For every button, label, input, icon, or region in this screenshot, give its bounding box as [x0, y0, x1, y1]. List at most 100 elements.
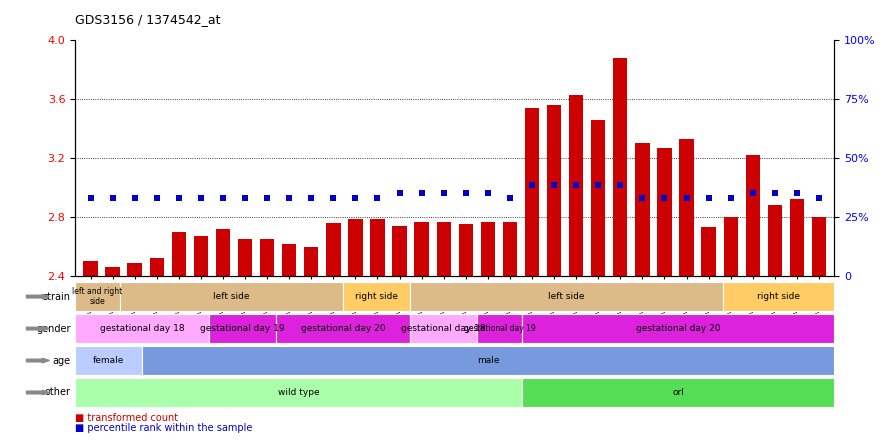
Bar — [789, 199, 804, 276]
Bar — [120, 282, 343, 311]
Point — [502, 194, 517, 202]
Bar — [193, 236, 208, 276]
Bar — [370, 218, 385, 276]
Point — [745, 190, 759, 197]
Point — [370, 194, 384, 202]
Text: strain: strain — [42, 292, 71, 301]
Text: left and right
side: left and right side — [72, 287, 123, 306]
Bar — [75, 346, 142, 375]
Point — [238, 194, 252, 202]
Bar — [105, 267, 120, 276]
Point — [193, 194, 208, 202]
Text: female: female — [93, 356, 125, 365]
Bar — [547, 105, 562, 276]
Point — [392, 190, 406, 197]
Bar — [348, 218, 363, 276]
Text: gestational day 19: gestational day 19 — [200, 324, 285, 333]
Point — [260, 194, 274, 202]
Text: gestational day 18: gestational day 18 — [401, 324, 486, 333]
Bar — [392, 226, 407, 276]
Bar — [238, 239, 253, 276]
Text: gestational day 20: gestational day 20 — [636, 324, 721, 333]
Bar — [522, 314, 834, 343]
Text: gestational day 19: gestational day 19 — [464, 324, 535, 333]
Point — [613, 181, 627, 188]
Point — [282, 194, 296, 202]
Point — [635, 194, 649, 202]
Bar — [276, 314, 410, 343]
Bar — [525, 108, 540, 276]
Bar — [304, 246, 319, 276]
Bar — [83, 262, 98, 276]
Point — [149, 194, 163, 202]
Bar — [569, 95, 584, 276]
Text: ■ percentile rank within the sample: ■ percentile rank within the sample — [75, 423, 253, 433]
Text: gestational day 18: gestational day 18 — [100, 324, 185, 333]
Text: gender: gender — [36, 324, 71, 333]
Point — [811, 194, 826, 202]
Text: GDS3156 / 1374542_at: GDS3156 / 1374542_at — [75, 13, 221, 26]
Bar — [591, 120, 606, 276]
Bar — [436, 222, 451, 276]
Text: male: male — [477, 356, 500, 365]
Point — [723, 194, 737, 202]
Bar — [127, 263, 142, 276]
Bar — [410, 314, 477, 343]
Text: other: other — [45, 388, 71, 397]
Point — [657, 194, 671, 202]
Bar — [613, 58, 628, 276]
Point — [106, 194, 120, 202]
Point — [304, 194, 318, 202]
Bar — [480, 222, 495, 276]
Point — [171, 194, 185, 202]
Point — [84, 194, 98, 202]
Point — [414, 190, 428, 197]
Bar — [657, 148, 672, 276]
Bar — [477, 314, 522, 343]
Point — [679, 194, 693, 202]
Bar — [282, 244, 297, 276]
Bar — [458, 225, 473, 276]
Bar — [215, 229, 230, 276]
Bar — [260, 239, 275, 276]
Bar — [414, 222, 429, 276]
Point — [525, 181, 539, 188]
Bar — [209, 314, 276, 343]
Text: left side: left side — [213, 292, 250, 301]
Bar — [811, 217, 826, 276]
Bar — [75, 282, 120, 311]
Point — [701, 194, 715, 202]
Bar — [723, 217, 738, 276]
Bar — [502, 222, 517, 276]
Text: left side: left side — [548, 292, 585, 301]
Text: right side: right side — [355, 292, 398, 301]
Bar — [171, 232, 186, 276]
Point — [569, 181, 583, 188]
Bar — [75, 314, 209, 343]
Text: age: age — [52, 356, 71, 365]
Point — [547, 181, 561, 188]
Point — [127, 194, 141, 202]
Bar — [745, 155, 760, 276]
Point — [591, 181, 605, 188]
Bar — [679, 139, 694, 276]
Point — [789, 190, 804, 197]
Bar — [635, 143, 650, 276]
Point — [458, 190, 472, 197]
Text: orl: orl — [672, 388, 684, 397]
Bar — [723, 282, 834, 311]
Point — [436, 190, 450, 197]
Bar — [410, 282, 723, 311]
Bar — [767, 205, 782, 276]
Text: wild type: wild type — [277, 388, 320, 397]
Text: right side: right side — [757, 292, 800, 301]
Bar — [149, 258, 164, 276]
Point — [215, 194, 230, 202]
Bar — [75, 378, 522, 407]
Point — [480, 190, 494, 197]
Text: ■ transformed count: ■ transformed count — [75, 412, 178, 423]
Text: gestational day 20: gestational day 20 — [301, 324, 385, 333]
Bar — [343, 282, 410, 311]
Bar — [701, 227, 716, 276]
Bar — [522, 378, 834, 407]
